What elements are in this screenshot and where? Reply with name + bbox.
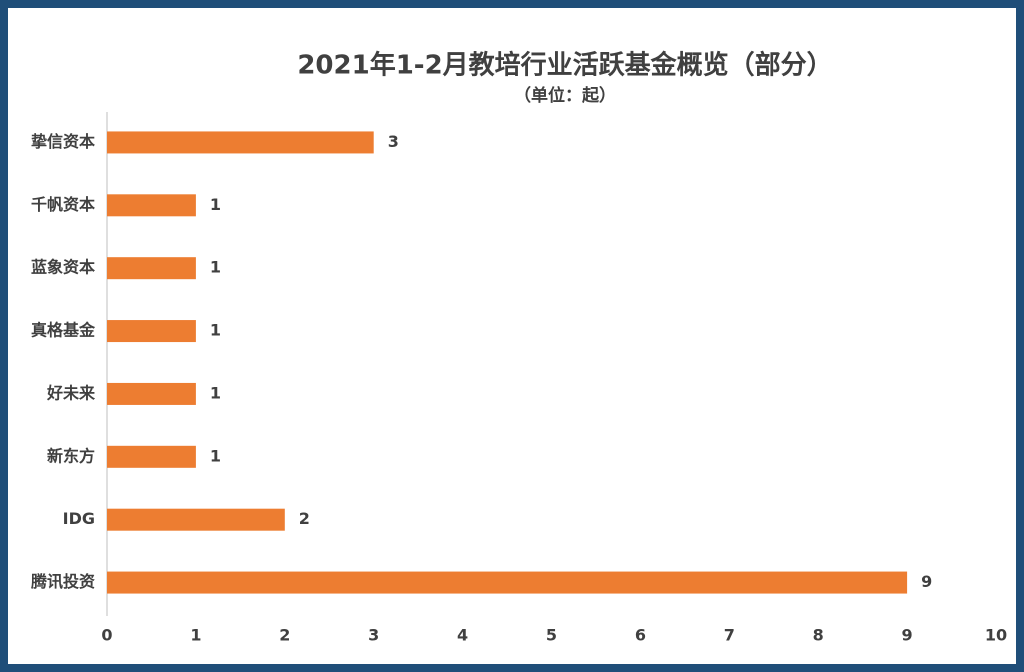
data-label: 3 [388, 132, 399, 151]
chart-title: 2021年1-2月教培行业活跃基金概览（部分） [297, 50, 832, 81]
y-tick-label: 新东方 [47, 446, 95, 465]
bar [107, 508, 285, 531]
bar [107, 445, 196, 468]
data-label: 1 [210, 195, 221, 214]
y-tick-label: 挚信资本 [31, 132, 95, 151]
y-tick-label: 真格基金 [31, 321, 96, 340]
data-label: 1 [210, 321, 221, 340]
x-tick-label: 7 [724, 626, 735, 645]
x-tick-label: 3 [368, 626, 379, 645]
y-tick-label: IDG [63, 509, 95, 528]
bar [107, 131, 374, 154]
x-tick-label: 10 [985, 626, 1007, 645]
data-label: 9 [921, 572, 932, 591]
x-tick-label: 2 [279, 626, 290, 645]
bar [107, 382, 196, 405]
data-label: 2 [299, 509, 310, 528]
bar [107, 571, 908, 594]
chart-subtitle: （单位：起） [514, 85, 616, 106]
bar [107, 257, 196, 280]
x-tick-label: 5 [546, 626, 557, 645]
data-label: 1 [210, 258, 221, 277]
x-tick-label: 1 [190, 626, 201, 645]
y-tick-label: 蓝象资本 [31, 258, 95, 277]
y-tick-label: 好未来 [46, 383, 96, 402]
x-tick-label: 0 [101, 626, 112, 645]
x-tick-label: 4 [457, 626, 468, 645]
y-tick-label: 千帆资本 [31, 195, 95, 214]
bar [107, 194, 196, 217]
x-tick-label: 6 [635, 626, 646, 645]
data-label: 1 [210, 383, 221, 402]
data-label: 1 [210, 446, 221, 465]
y-tick-label: 腾讯投资 [31, 572, 95, 591]
bar [107, 320, 196, 343]
x-tick-label: 8 [813, 626, 824, 645]
x-tick-label: 9 [902, 626, 913, 645]
